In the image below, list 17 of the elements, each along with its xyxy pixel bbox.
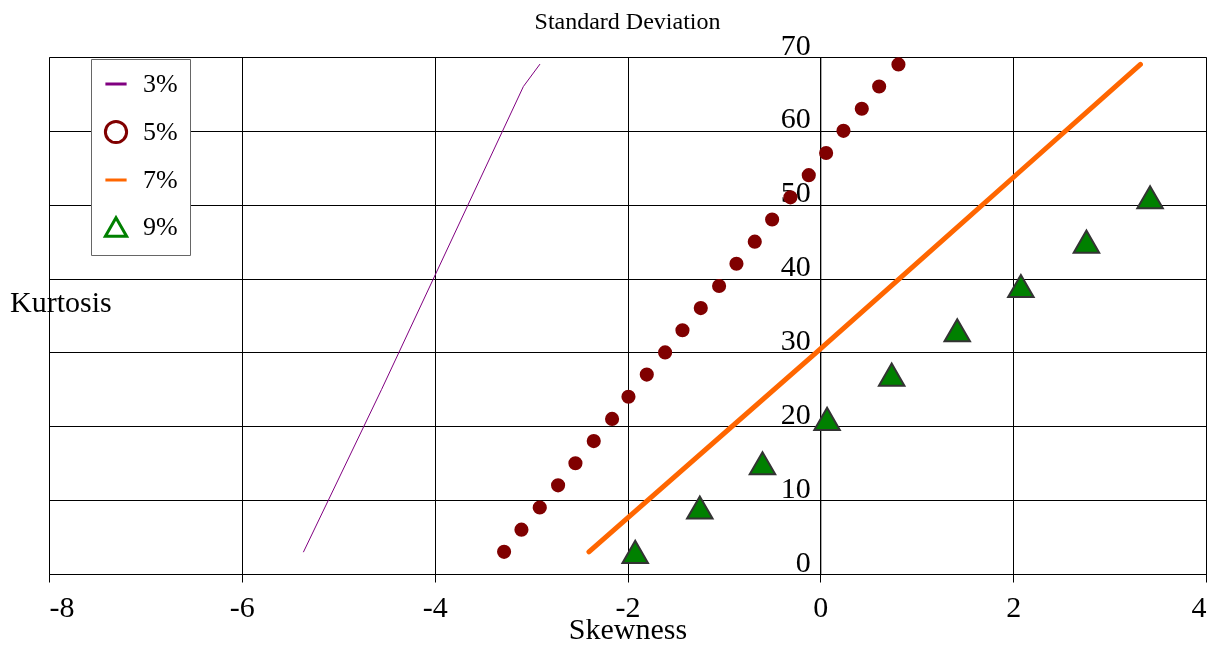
y-tick-label: 70: [780, 27, 811, 61]
x-tick-label: -4: [422, 589, 448, 623]
chart-title: Standard Deviation: [534, 8, 721, 34]
y-tick-label: 40: [780, 249, 811, 283]
legend-label: 9%: [143, 212, 178, 241]
x-tick-label: -8: [49, 589, 75, 623]
y-tick-label: 30: [780, 322, 811, 356]
x-tick-label: -6: [229, 589, 255, 623]
legend-label: 5%: [143, 117, 178, 146]
y-tick-label: 20: [780, 396, 811, 430]
x-tick-label: 4: [1191, 589, 1207, 623]
legend-label: 3%: [143, 69, 178, 98]
y-tick-label: 10: [780, 470, 811, 504]
y-tick-label: 60: [780, 101, 811, 135]
x-tick-label: 2: [1006, 589, 1022, 623]
y-tick-label: 0: [795, 544, 811, 578]
legend-label: 7%: [143, 165, 178, 194]
